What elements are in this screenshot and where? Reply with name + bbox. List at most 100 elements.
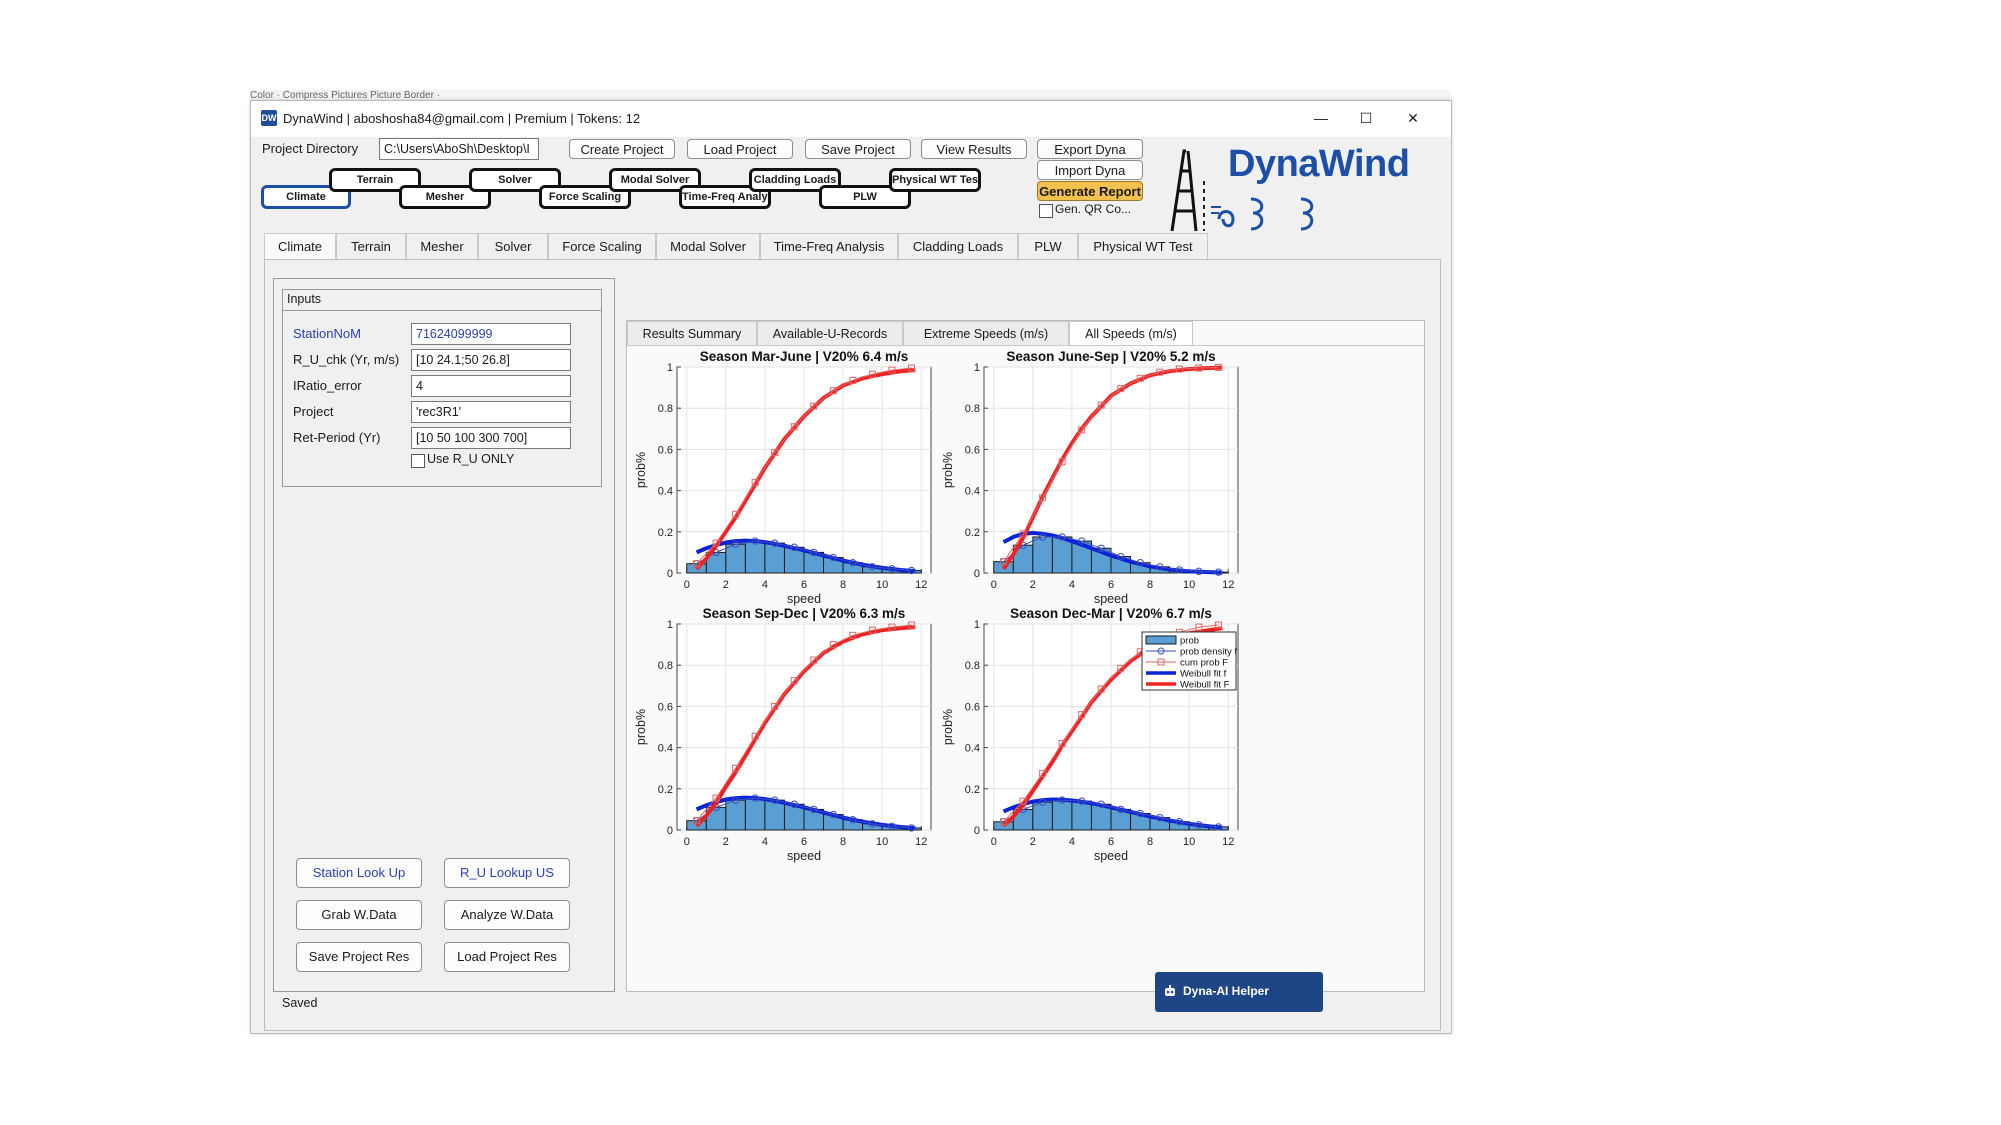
generate-report-button[interactable]: Generate Report: [1037, 181, 1143, 201]
title-separator: |: [507, 111, 512, 126]
save-project-button[interactable]: Save Project: [805, 139, 911, 159]
tab-time-freq-analysis[interactable]: Time-Freq Analysis: [760, 233, 898, 259]
tab-results-summary[interactable]: Results Summary: [627, 321, 757, 345]
close-button[interactable]: ✕: [1407, 110, 1419, 126]
x-tick-label: 12: [915, 579, 927, 591]
tab-plw[interactable]: PLW: [1018, 233, 1078, 259]
create-project-button[interactable]: Create Project: [569, 139, 675, 159]
cum-prob-marker: [732, 510, 740, 518]
gen-qr-checkbox[interactable]: [1039, 204, 1053, 218]
ret-period-field[interactable]: [10 50 100 300 700]: [411, 427, 571, 449]
y-tick-label: 0.4: [965, 486, 980, 498]
prob-bar: [1032, 536, 1053, 574]
prob-density-marker: [790, 543, 798, 551]
prob-density-marker: [1136, 809, 1145, 818]
x-tick-label: 8: [1147, 579, 1153, 591]
background-window-strip: Color · Compress Pictures Picture Border…: [250, 90, 1450, 102]
app-icon: DW: [261, 110, 277, 126]
dynawind-window: DW DynaWind | aboshosha84@gmail.com | Pr…: [250, 100, 1452, 1034]
prob-bar: [1051, 536, 1073, 574]
cum-prob-marker: [1195, 623, 1203, 631]
prob-density-marker: [790, 800, 798, 808]
cum-prob-marker: [1156, 368, 1164, 376]
flow-step-solver[interactable]: Solver: [469, 168, 561, 192]
r-u-chk-field[interactable]: [10 24.1;50 26.8]: [411, 349, 571, 371]
r-u-lookup-button[interactable]: R_U Lookup US: [444, 858, 570, 888]
legend-label: Weibull fit f: [1180, 669, 1227, 680]
import-dyna-button[interactable]: Import Dyna: [1037, 160, 1143, 180]
prob-density-marker: [1214, 568, 1223, 576]
prob-density-marker: [1156, 813, 1164, 822]
analyze-wdata-button[interactable]: Analyze W.Data: [444, 900, 570, 930]
project-label: Project: [293, 404, 334, 419]
r-u-chk-label: R_U_chk (Yr, m/s): [293, 352, 400, 367]
y-axis-label: prob%: [941, 452, 955, 488]
x-tick-label: 12: [915, 836, 927, 848]
export-dyna-button[interactable]: Export Dyna: [1037, 139, 1143, 159]
tab-cladding-loads[interactable]: Cladding Loads: [898, 233, 1018, 259]
legend-swatch-marker: [1157, 647, 1165, 655]
tab-force-scaling[interactable]: Force Scaling: [548, 233, 656, 259]
station-lookup-button[interactable]: Station Look Up: [296, 858, 422, 888]
chart-title: Season Sep-Dec | V20% 6.3 m/s: [703, 606, 906, 621]
dyna-ai-helper-button[interactable]: Dyna-AI Helper: [1155, 972, 1323, 1012]
cum-prob-marker: [1078, 711, 1086, 719]
cum-prob-marker: [1019, 530, 1027, 538]
helper-label: Dyna-AI Helper: [1183, 984, 1270, 998]
cum-prob-marker: [888, 366, 896, 374]
load-project-button[interactable]: Load Project: [687, 139, 793, 159]
use-r-u-only-checkbox[interactable]: [411, 454, 425, 468]
title-plan: Premium: [514, 111, 567, 126]
maximize-button[interactable]: ☐: [1359, 110, 1373, 126]
title-app-name: DynaWind: [283, 111, 343, 126]
tab-physical-wt-test[interactable]: Physical WT Test: [1078, 233, 1208, 259]
x-tick-label: 4: [762, 836, 768, 848]
y-tick-label: 0.8: [965, 403, 980, 415]
flow-step-climate[interactable]: Climate: [261, 185, 351, 209]
view-results-button[interactable]: View Results: [921, 139, 1027, 159]
prob-density-marker: [888, 565, 896, 573]
tab-available-u-records[interactable]: Available-U-Records: [757, 321, 903, 345]
tab-modal-solver[interactable]: Modal Solver: [656, 233, 760, 259]
tab-climate[interactable]: Climate: [264, 233, 336, 260]
cum-prob-marker: [1097, 685, 1105, 693]
tab-extreme-speeds[interactable]: Extreme Speeds (m/s): [903, 321, 1069, 345]
x-axis-label: speed: [787, 849, 821, 863]
y-tick-label: 0: [974, 568, 980, 580]
tab-solver[interactable]: Solver: [478, 233, 548, 259]
flow-step-physical-wt-test[interactable]: Physical WT Test: [889, 168, 981, 192]
tab-terrain[interactable]: Terrain: [336, 233, 406, 259]
prob-density-marker: [1058, 796, 1066, 804]
load-project-res-button[interactable]: Load Project Res: [444, 942, 570, 972]
save-project-res-button[interactable]: Save Project Res: [296, 942, 422, 972]
project-directory-field[interactable]: C:\Users\AboSh\Desktop\I: [379, 138, 539, 160]
prob-density-marker: [849, 559, 857, 567]
legend-swatch-prob: [1145, 635, 1177, 645]
cum-prob-marker: [1136, 374, 1144, 382]
cum-prob-marker: [712, 794, 720, 802]
x-tick-label: 10: [876, 836, 888, 848]
y-tick-label: 0.4: [658, 743, 673, 755]
prob-density-marker: [1038, 533, 1047, 541]
iratio-error-field[interactable]: 4: [411, 375, 571, 397]
cum-prob-marker: [829, 387, 837, 395]
x-tick-label: 8: [840, 579, 846, 591]
station-field[interactable]: 71624099999: [411, 323, 571, 345]
inputs-panel: Inputs StationNoM 71624099999 R_U_chk (Y…: [273, 278, 615, 992]
cum-prob-marker: [1097, 401, 1105, 409]
minimize-button[interactable]: —: [1314, 110, 1328, 126]
x-tick-label: 12: [1222, 579, 1234, 591]
chart-title: Season June-Sep | V20% 5.2 m/s: [1006, 349, 1215, 364]
y-tick-label: 0.2: [658, 784, 673, 796]
tab-mesher[interactable]: Mesher: [406, 233, 478, 259]
prob-bar: [725, 543, 746, 574]
cum-prob-marker: [868, 370, 876, 378]
cum-prob-marker: [1000, 818, 1008, 826]
x-tick-label: 2: [723, 836, 729, 848]
y-axis-label: prob%: [634, 709, 648, 745]
prob-density-marker: [1097, 544, 1105, 552]
x-tick-label: 6: [1108, 579, 1114, 591]
grab-wdata-button[interactable]: Grab W.Data: [296, 900, 422, 930]
tab-all-speeds[interactable]: All Speeds (m/s): [1069, 321, 1193, 345]
project-field[interactable]: 'rec3R1': [411, 401, 571, 423]
